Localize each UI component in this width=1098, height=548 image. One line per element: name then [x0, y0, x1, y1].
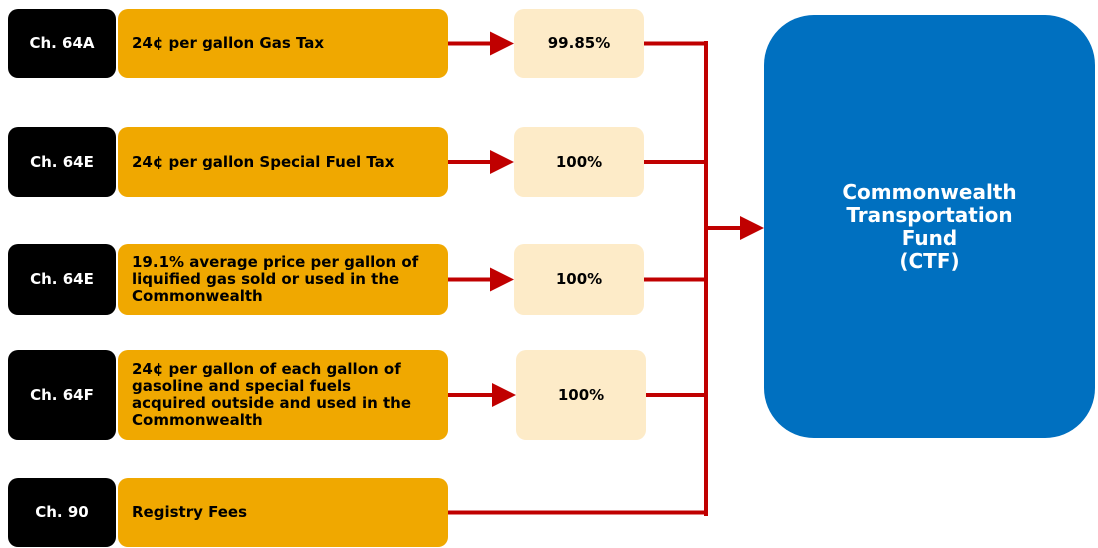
- chapter-box: Ch. 64E: [8, 127, 116, 197]
- text: Commonwealth: [132, 287, 263, 305]
- description-box: 24¢ per gallon of each gallon of gasoline…: [118, 350, 448, 440]
- text: Ch. 64E: [30, 270, 94, 288]
- chapter-box: Ch. 64E: [8, 244, 116, 315]
- text: Registry Fees: [132, 503, 248, 521]
- text: 24¢ per gallon Special Fuel Tax: [132, 152, 395, 171]
- text: 24¢ per gallon Gas Tax: [132, 34, 325, 52]
- chapter-box: Ch. 90: [8, 478, 116, 547]
- text: 100%: [557, 385, 605, 404]
- share-box: 99.85%: [514, 9, 644, 78]
- description-box: 19.1% average price per gallon of liquifi…: [118, 244, 448, 315]
- text: 100%: [555, 152, 603, 171]
- text: 99.85%: [547, 34, 611, 52]
- text: Ch. 64A: [29, 34, 95, 52]
- share-box: 100%: [514, 244, 644, 315]
- text: Commonwealth: [132, 411, 263, 429]
- text: Ch. 90: [35, 503, 89, 521]
- description-box: 24¢ per gallon Special Fuel Tax: [118, 127, 448, 197]
- text: Transportation: [846, 202, 1013, 227]
- text: Ch. 64E: [30, 152, 94, 171]
- chapter-box: Ch. 64F: [8, 350, 116, 440]
- text: acquired outside and used in the: [132, 394, 412, 412]
- share-box: 100%: [516, 350, 646, 440]
- text: 24¢ per gallon of each gallon of: [132, 360, 401, 378]
- target-box: Commonwealth Transportation Fund (CTF): [764, 15, 1095, 438]
- text: Commonwealth: [842, 179, 1017, 204]
- text: Ch. 64F: [30, 385, 94, 404]
- text: gasoline and special fuels: [132, 377, 352, 395]
- text: 19.1% average price per gallon of: [132, 253, 419, 271]
- share-box: 100%: [514, 127, 644, 197]
- text: 100%: [555, 270, 603, 288]
- text: (CTF): [899, 248, 960, 273]
- text: liquified gas sold or used in the: [132, 270, 400, 288]
- description-box: Registry Fees: [118, 478, 448, 547]
- text: Fund: [901, 225, 958, 250]
- chapter-box: Ch. 64A: [8, 9, 116, 78]
- description-box: 24¢ per gallon Gas Tax: [118, 9, 448, 78]
